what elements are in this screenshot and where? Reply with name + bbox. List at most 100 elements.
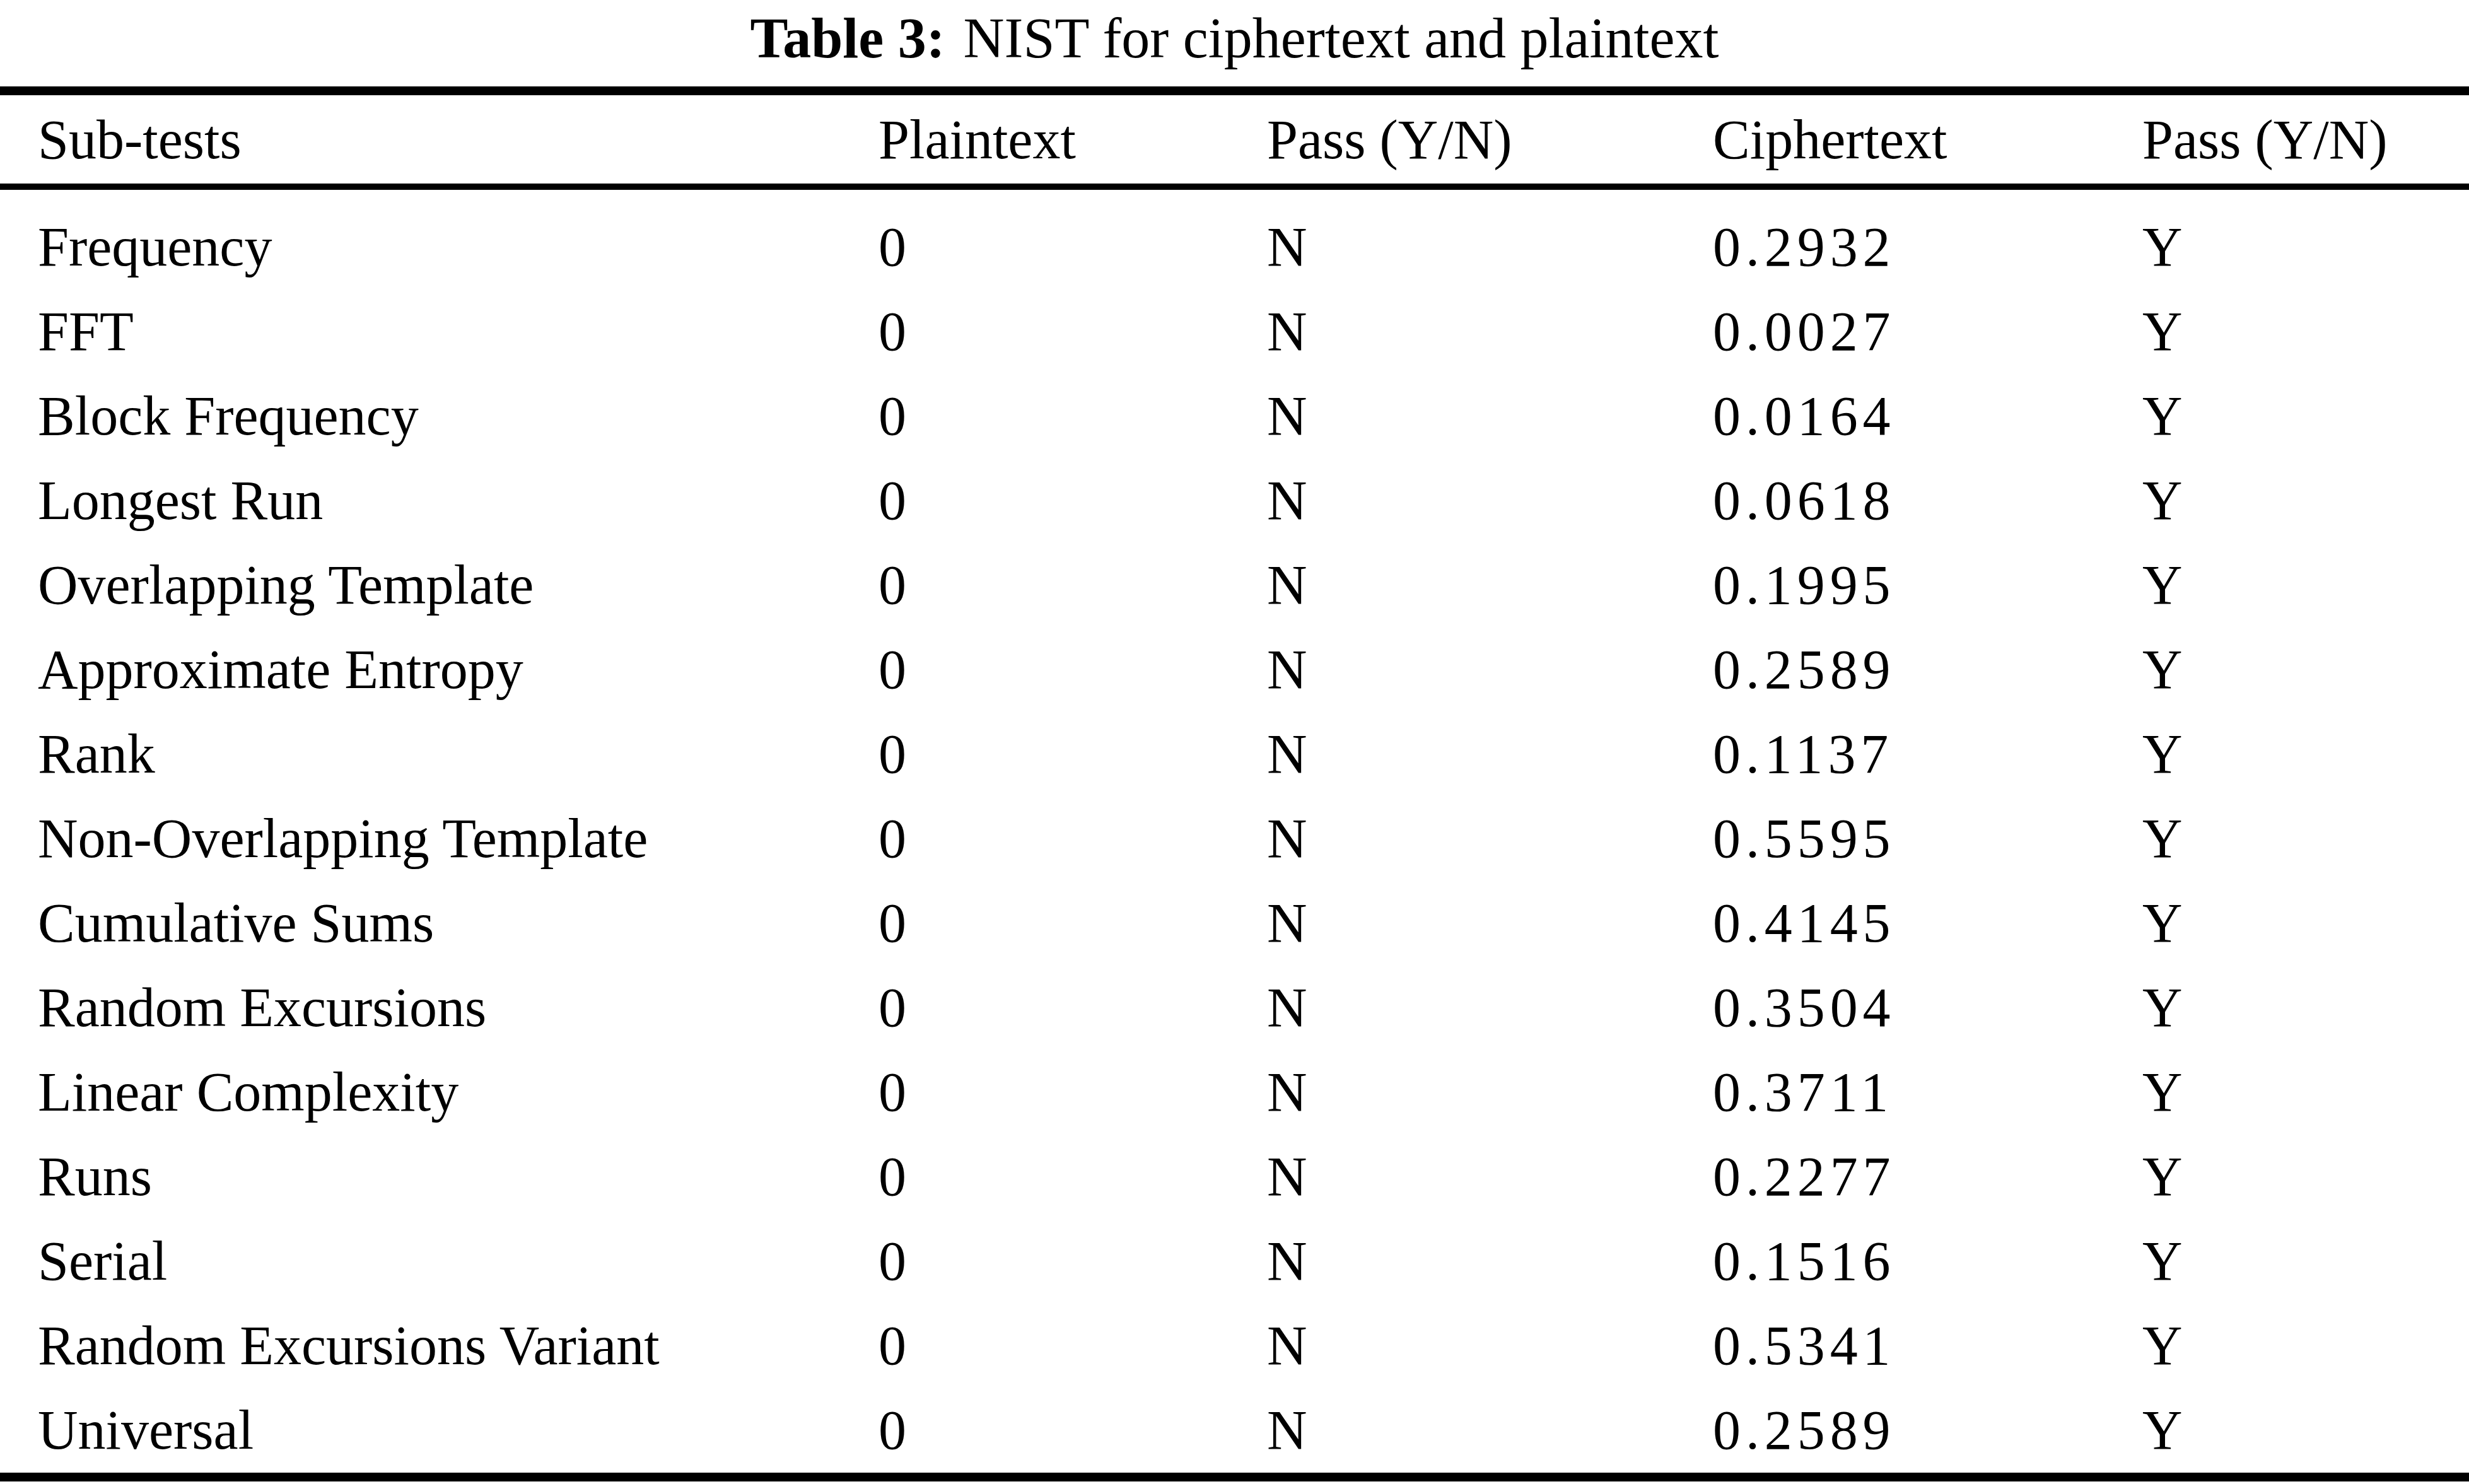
table-row: Block Frequency 0 N 0.0164 Y <box>0 374 2469 459</box>
cell-plaintext-pass: N <box>1267 797 1713 881</box>
table-row: Rank 0 N 0.1137 Y <box>0 712 2469 797</box>
table-row: Random Excursions 0 N 0.3504 Y <box>0 966 2469 1050</box>
table-row: Approximate Entropy 0 N 0.2589 Y <box>0 628 2469 712</box>
cell-plaintext-pass: N <box>1267 712 1713 797</box>
table-row: Universal 0 N 0.2589 Y <box>0 1388 2469 1477</box>
table-row: Frequency 0 N 0.2932 Y <box>0 187 2469 289</box>
cell-ciphertext-pass: Y <box>2142 1388 2469 1477</box>
cell-ciphertext-pass: Y <box>2142 1219 2469 1304</box>
cell-ciphertext-pass: Y <box>2142 628 2469 712</box>
column-header-pass-ciphertext: Pass (Y/N) <box>2142 91 2469 187</box>
table-caption-text: NIST for ciphertext and plaintext <box>964 7 1719 69</box>
cell-plaintext-value: 0 <box>878 543 1267 628</box>
cell-plaintext-pass: N <box>1267 374 1713 459</box>
cell-ciphertext-pass: Y <box>2142 459 2469 543</box>
cell-ciphertext-value: 0.3711 <box>1713 1050 2142 1135</box>
cell-ciphertext-value: 0.0164 <box>1713 374 2142 459</box>
cell-ciphertext-pass: Y <box>2142 187 2469 289</box>
table-caption: Table 3: NIST for ciphertext and plaintex… <box>0 0 2469 86</box>
cell-plaintext-pass: N <box>1267 543 1713 628</box>
cell-ciphertext-pass: Y <box>2142 966 2469 1050</box>
cell-plaintext-value: 0 <box>878 1050 1267 1135</box>
cell-subtest-name: Longest Run <box>0 459 878 543</box>
cell-ciphertext-pass: Y <box>2142 712 2469 797</box>
cell-plaintext-pass: N <box>1267 881 1713 966</box>
cell-plaintext-pass: N <box>1267 628 1713 712</box>
table-row: Serial 0 N 0.1516 Y <box>0 1219 2469 1304</box>
cell-plaintext-pass: N <box>1267 1219 1713 1304</box>
cell-subtest-name: Linear Complexity <box>0 1050 878 1135</box>
header-row: Sub-tests Plaintext Pass (Y/N) Ciphertex… <box>0 91 2469 187</box>
table-row: FFT 0 N 0.0027 Y <box>0 289 2469 374</box>
cell-subtest-name: Overlapping Template <box>0 543 878 628</box>
table-row: Overlapping Template 0 N 0.1995 Y <box>0 543 2469 628</box>
cell-ciphertext-pass: Y <box>2142 1304 2469 1388</box>
table-caption-label: Table 3: <box>750 7 945 69</box>
cell-plaintext-value: 0 <box>878 712 1267 797</box>
cell-ciphertext-value: 0.0618 <box>1713 459 2142 543</box>
cell-subtest-name: Rank <box>0 712 878 797</box>
table-row: Longest Run 0 N 0.0618 Y <box>0 459 2469 543</box>
cell-ciphertext-pass: Y <box>2142 797 2469 881</box>
cell-subtest-name: FFT <box>0 289 878 374</box>
cell-plaintext-value: 0 <box>878 289 1267 374</box>
column-header-subtests: Sub-tests <box>0 91 878 187</box>
cell-plaintext-value: 0 <box>878 187 1267 289</box>
cell-ciphertext-value: 0.2277 <box>1713 1135 2142 1219</box>
nist-results-table: Sub-tests Plaintext Pass (Y/N) Ciphertex… <box>0 86 2469 1481</box>
table-body: Frequency 0 N 0.2932 Y FFT 0 N 0.0027 Y … <box>0 187 2469 1477</box>
cell-ciphertext-value: 0.1137 <box>1713 712 2142 797</box>
cell-plaintext-value: 0 <box>878 459 1267 543</box>
cell-subtest-name: Random Excursions <box>0 966 878 1050</box>
cell-subtest-name: Frequency <box>0 187 878 289</box>
cell-subtest-name: Runs <box>0 1135 878 1219</box>
column-header-pass-plaintext: Pass (Y/N) <box>1267 91 1713 187</box>
cell-plaintext-value: 0 <box>878 797 1267 881</box>
paper-table-figure: Table 3: NIST for ciphertext and plaintex… <box>0 0 2469 1484</box>
cell-plaintext-value: 0 <box>878 1388 1267 1477</box>
table-row: Random Excursions Variant 0 N 0.5341 Y <box>0 1304 2469 1388</box>
cell-ciphertext-pass: Y <box>2142 374 2469 459</box>
cell-plaintext-pass: N <box>1267 1304 1713 1388</box>
cell-ciphertext-value: 0.4145 <box>1713 881 2142 966</box>
cell-ciphertext-value: 0.0027 <box>1713 289 2142 374</box>
cell-ciphertext-value: 0.3504 <box>1713 966 2142 1050</box>
column-header-plaintext: Plaintext <box>878 91 1267 187</box>
cell-subtest-name: Cumulative Sums <box>0 881 878 966</box>
cell-subtest-name: Random Excursions Variant <box>0 1304 878 1388</box>
table-row: Linear Complexity 0 N 0.3711 Y <box>0 1050 2469 1135</box>
cell-ciphertext-pass: Y <box>2142 543 2469 628</box>
cell-plaintext-pass: N <box>1267 1388 1713 1477</box>
column-header-ciphertext: Ciphertext <box>1713 91 2142 187</box>
cell-subtest-name: Non-Overlapping Template <box>0 797 878 881</box>
cell-plaintext-value: 0 <box>878 374 1267 459</box>
cell-plaintext-value: 0 <box>878 628 1267 712</box>
cell-ciphertext-pass: Y <box>2142 1135 2469 1219</box>
cell-ciphertext-value: 0.5595 <box>1713 797 2142 881</box>
cell-subtest-name: Approximate Entropy <box>0 628 878 712</box>
cell-ciphertext-pass: Y <box>2142 1050 2469 1135</box>
cell-plaintext-value: 0 <box>878 881 1267 966</box>
cell-plaintext-value: 0 <box>878 1135 1267 1219</box>
table-row: Cumulative Sums 0 N 0.4145 Y <box>0 881 2469 966</box>
cell-ciphertext-value: 0.2932 <box>1713 187 2142 289</box>
cell-plaintext-pass: N <box>1267 187 1713 289</box>
table-row: Non-Overlapping Template 0 N 0.5595 Y <box>0 797 2469 881</box>
cell-ciphertext-pass: Y <box>2142 289 2469 374</box>
cell-subtest-name: Universal <box>0 1388 878 1477</box>
cell-plaintext-pass: N <box>1267 1135 1713 1219</box>
cell-ciphertext-pass: Y <box>2142 881 2469 966</box>
cell-plaintext-pass: N <box>1267 289 1713 374</box>
table-row: Runs 0 N 0.2277 Y <box>0 1135 2469 1219</box>
cell-ciphertext-value: 0.1995 <box>1713 543 2142 628</box>
cell-ciphertext-value: 0.1516 <box>1713 1219 2142 1304</box>
cell-plaintext-value: 0 <box>878 1304 1267 1388</box>
cell-ciphertext-value: 0.2589 <box>1713 1388 2142 1477</box>
cell-ciphertext-value: 0.2589 <box>1713 628 2142 712</box>
cell-plaintext-pass: N <box>1267 1050 1713 1135</box>
cell-subtest-name: Block Frequency <box>0 374 878 459</box>
cell-subtest-name: Serial <box>0 1219 878 1304</box>
cell-plaintext-pass: N <box>1267 966 1713 1050</box>
cell-plaintext-pass: N <box>1267 459 1713 543</box>
cell-plaintext-value: 0 <box>878 1219 1267 1304</box>
